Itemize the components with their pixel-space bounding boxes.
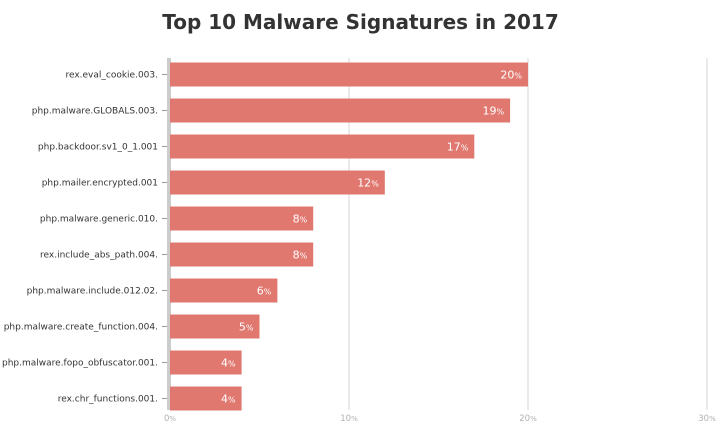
category-label: rex.chr_functions.001. [58,395,158,405]
data-label: 4% [221,393,236,406]
x-tick-unit: % [530,415,537,423]
x-tick-value: 10 [340,414,351,424]
x-tick-value: 0 [164,414,169,424]
x-tick-unit: % [169,415,176,423]
data-label-unit: % [300,252,308,261]
data-label-unit: % [228,396,236,405]
bar [170,206,314,231]
x-tick-unit: % [351,415,358,423]
bar [170,98,511,123]
category-label: php.malware.GLOBALS.003. [32,107,158,117]
category-label: php.malware.generic.010. [40,215,158,225]
data-label-unit: % [371,180,379,189]
x-tick-label: 0% [164,414,176,424]
data-label: 19% [482,105,504,118]
data-label: 8% [293,213,308,226]
data-label: 4% [221,357,236,370]
x-tick-unit: % [709,415,716,423]
category-label: php.malware.fopo_obfuscator.001. [2,359,158,369]
data-label: 12% [357,177,379,190]
data-label: 20% [500,69,522,82]
data-label-value: 4 [221,357,228,370]
x-tick-label: 10% [340,414,358,424]
data-label-unit: % [461,144,469,153]
data-label-unit: % [514,72,522,81]
data-label-unit: % [228,360,236,369]
bar [170,62,528,87]
data-label-value: 8 [293,249,300,262]
category-label: php.malware.create_function.004. [4,323,158,333]
data-label-unit: % [246,324,254,333]
data-label-value: 12 [357,177,371,190]
y-axis-line [167,58,171,410]
data-label-unit: % [496,108,504,117]
data-label: 5% [239,321,254,334]
bar [170,242,314,267]
data-label-value: 8 [293,213,300,226]
data-label: 17% [447,141,469,154]
x-tick-label: 30% [698,414,716,424]
bar [170,134,475,159]
category-label: php.backdoor.sv1_0_1.001 [38,143,158,153]
data-label: 6% [257,285,272,298]
data-label-value: 5 [239,321,246,334]
bar [170,278,278,303]
bar [170,386,242,411]
category-label: rex.include_abs_path.004. [40,251,158,261]
data-label: 8% [293,249,308,262]
bar [170,314,260,339]
x-tick-value: 30 [698,414,709,424]
data-label-unit: % [300,216,308,225]
data-label-value: 19 [482,105,496,118]
bar [170,350,242,375]
data-label-value: 20 [500,69,514,82]
chart-title: Top 10 Malware Signatures in 2017 [162,10,559,34]
data-label-unit: % [264,288,272,297]
data-label-value: 17 [447,141,461,154]
data-label-value: 4 [221,393,228,406]
x-tick-value: 20 [519,414,530,424]
data-label-value: 6 [257,285,264,298]
category-label: php.malware.include.012.02. [27,287,158,297]
category-label: php.mailer.encrypted.001 [42,179,158,189]
category-label: rex.eval_cookie.003. [65,71,158,81]
x-tick-label: 20% [519,414,537,424]
bar [170,170,385,195]
